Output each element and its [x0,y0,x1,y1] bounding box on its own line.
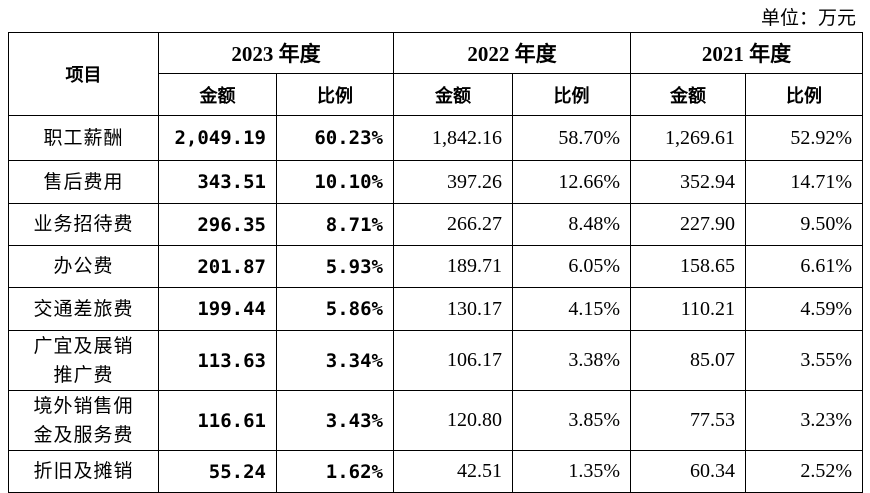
value-cell: 52.92% [745,115,863,161]
value-cell-bold: 10.10% [276,160,394,204]
value-cell: 110.21 [630,287,746,331]
value-cell: 120.80 [393,390,513,451]
value-cell: 12.66% [512,160,631,204]
value-cell: 189.71 [393,245,513,288]
sub-header: 比例 [512,73,631,116]
row-label-cell: 售后费用 [8,160,159,204]
value-cell: 85.07 [630,330,746,391]
row-label: 广宜及展销推广费 [33,334,134,386]
value-cell-bold: 2,049.19 [158,115,277,161]
value-cell: 42.51 [393,450,513,493]
value-cell: 1,269.61 [630,115,746,161]
row-label: 业务招待费 [33,213,134,235]
value-cell: 60.34 [630,450,746,493]
row-label-cell: 职工薪酬 [8,115,159,161]
value-cell: 158.65 [630,245,746,288]
table-row: 折旧及摊销 55.24 1.62% 42.51 1.35% 60.34 2.52% [8,450,863,493]
value-cell-bold: 5.86% [276,287,394,331]
row-label: 售后费用 [43,170,124,193]
table-row: 办公费 201.87 5.93% 189.71 6.05% 158.65 6.61% [8,245,863,288]
value-cell: 4.15% [512,287,631,331]
sub-header: 金额 [158,73,277,116]
row-label-cell: 交通差旅费 [8,287,159,331]
value-cell: 58.70% [512,115,631,161]
value-cell-bold: 60.23% [276,115,394,161]
value-cell-bold: 199.44 [158,287,277,331]
value-cell-bold: 3.34% [276,330,394,391]
value-cell: 3.85% [512,390,631,451]
value-cell-bold: 5.93% [276,245,394,288]
value-cell-bold: 113.63 [158,330,277,391]
value-cell: 6.61% [745,245,863,288]
year-header: 2021 年度 [630,32,863,74]
year-header: 2022 年度 [393,32,631,74]
table-row: 售后费用 343.51 10.10% 397.26 12.66% 352.94 14.71% [8,160,863,204]
year-header: 2023 年度 [158,32,394,74]
value-cell: 130.17 [393,287,513,331]
sub-header: 金额 [393,73,513,116]
row-label: 折旧及摊销 [33,460,134,482]
value-cell: 77.53 [630,390,746,451]
unit-note: 单位：万元 [760,8,856,29]
value-cell: 3.38% [512,330,631,391]
row-label-cell: 境外销售佣金及服务费 [8,390,159,451]
row-label: 境外销售佣金及服务费 [33,394,134,446]
row-label: 交通差旅费 [33,297,134,320]
table-row: 交通差旅费 199.44 5.86% 130.17 4.15% 110.21 4.59% [8,287,863,331]
row-label-cell: 业务招待费 [8,203,159,246]
table-row: 境外销售佣金及服务费 116.61 3.43% 120.80 3.85% 77.53 3.2… [8,390,863,451]
value-cell-bold: 1.62% [276,450,394,493]
value-cell: 227.90 [630,203,746,246]
table-row: 业务招待费 296.35 8.71% 266.27 8.48% 227.90 9.50% [8,203,863,246]
value-cell: 4.59% [745,287,863,331]
value-cell-bold: 8.71% [276,203,394,246]
value-cell: 14.71% [745,160,863,204]
item-header: 项目 [8,32,159,116]
value-cell-bold: 343.51 [158,160,277,204]
row-label: 职工薪酬 [43,126,124,149]
row-label: 办公费 [53,255,114,277]
sub-header: 比例 [276,73,394,116]
value-cell: 6.05% [512,245,631,288]
value-cell-bold: 3.43% [276,390,394,451]
expense-table: 项目 2023 年度 2022 年度 2021 年度 金额 比例 金额 比例 金额 比例 职工薪… [8,32,863,493]
table-row: 职工薪酬 2,049.19 60.23% 1,842.16 58.70% 1,269.61… [8,115,863,161]
row-label-cell: 广宜及展销推广费 [8,330,159,391]
value-cell: 3.55% [745,330,863,391]
row-label-cell: 办公费 [8,245,159,288]
value-cell-bold: 296.35 [158,203,277,246]
value-cell: 352.94 [630,160,746,204]
value-cell: 2.52% [745,450,863,493]
row-label-cell: 折旧及摊销 [8,450,159,493]
value-cell: 3.23% [745,390,863,451]
value-cell: 106.17 [393,330,513,391]
sub-header: 比例 [745,73,863,116]
value-cell: 1.35% [512,450,631,493]
value-cell: 1,842.16 [393,115,513,161]
value-cell: 8.48% [512,203,631,246]
value-cell: 397.26 [393,160,513,204]
value-cell: 9.50% [745,203,863,246]
value-cell-bold: 55.24 [158,450,277,493]
value-cell-bold: 116.61 [158,390,277,451]
value-cell-bold: 201.87 [158,245,277,288]
sub-header: 金额 [630,73,746,116]
value-cell: 266.27 [393,203,513,246]
table-row: 广宜及展销推广费 113.63 3.34% 106.17 3.38% 85.07 3.55% [8,330,863,391]
